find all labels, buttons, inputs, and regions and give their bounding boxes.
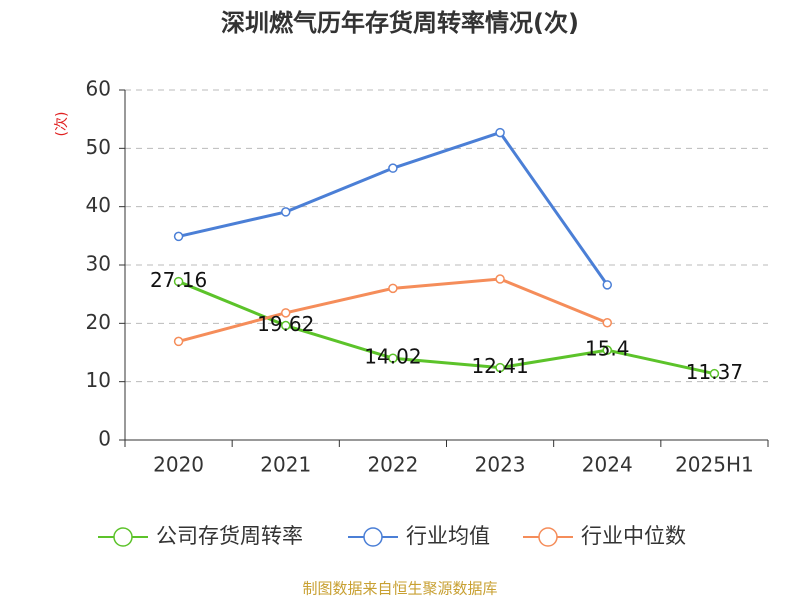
- y-tick-label: 20: [86, 310, 111, 334]
- y-axis-label: (次): [54, 112, 70, 137]
- x-tick-label: 2023: [475, 453, 526, 477]
- y-tick-label: 30: [86, 252, 111, 276]
- legend-label: 行业均值: [406, 524, 490, 548]
- x-tick-label: 2021: [260, 453, 311, 477]
- x-tick-label: 2020: [153, 453, 204, 477]
- data-point: [495, 362, 505, 373]
- data-point: [388, 353, 398, 363]
- data-point: [388, 163, 398, 173]
- y-tick-label: 60: [86, 77, 111, 101]
- chart-title: 深圳燃气历年存货周转率情况(次): [221, 9, 579, 37]
- y-tick-label: 10: [86, 368, 111, 392]
- data-point: [602, 318, 612, 328]
- y-tick-label: 40: [86, 193, 111, 217]
- data-point: [173, 231, 184, 242]
- data-point: [602, 345, 612, 355]
- legend-label: 行业中位数: [581, 524, 686, 548]
- data-point: [281, 320, 291, 331]
- data-point: [281, 207, 291, 217]
- data-point: [388, 283, 398, 294]
- legend-label: 公司存货周转率: [156, 524, 303, 548]
- x-tick-label: 2022: [367, 453, 418, 477]
- series-line: [178, 130, 609, 286]
- data-point: [281, 308, 291, 318]
- x-tick-label: 2025H1: [675, 453, 754, 477]
- data-point: [173, 276, 184, 287]
- data-point: [495, 127, 505, 138]
- data-label: 14.02: [364, 345, 421, 369]
- data-label: 15.4: [585, 337, 630, 361]
- legend-marker: [538, 527, 558, 547]
- source-note: 制图数据来自恒生聚源数据库: [302, 580, 497, 598]
- y-tick-label: 0: [98, 427, 111, 451]
- data-point: [602, 280, 612, 290]
- x-tick-label: 2024: [582, 453, 633, 477]
- data-point: [173, 336, 184, 347]
- data-label: 27.16: [150, 268, 207, 292]
- y-tick-label: 50: [86, 135, 111, 159]
- legend-marker: [363, 527, 383, 547]
- legend-marker: [113, 527, 133, 547]
- data-point: [709, 368, 720, 379]
- data-label: 11.37: [686, 360, 743, 384]
- data-label: 19.62: [257, 312, 314, 336]
- data-label: 12.41: [471, 354, 528, 378]
- data-point: [495, 274, 505, 284]
